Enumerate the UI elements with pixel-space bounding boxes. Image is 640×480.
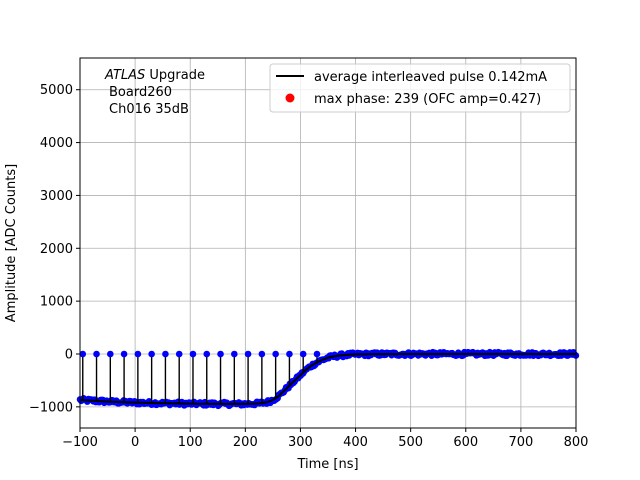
- annotation-atlas: ATLAS: [104, 68, 145, 83]
- y-tick-label: 5000: [40, 83, 73, 98]
- x-axis-label: Time [ns]: [296, 457, 358, 472]
- x-tick-label: 500: [398, 435, 423, 450]
- y-tick-label: 2000: [40, 242, 73, 257]
- ticks: −100 0 100 200 300 400 500 600 700 800−1000010002…: [29, 83, 588, 450]
- y-tick-label: 0: [65, 348, 73, 363]
- x-tick-label: 600: [453, 435, 478, 450]
- plot-area: [76, 348, 580, 410]
- plot-frame: [79, 57, 577, 429]
- annotation-channel: Ch016 35dB: [109, 102, 189, 117]
- spike-point: [120, 350, 128, 358]
- spike-point: [107, 350, 114, 358]
- spike-point: [93, 350, 100, 358]
- annotation-upgrade: Upgrade: [145, 68, 205, 83]
- x-tick-label: 0: [131, 435, 139, 450]
- x-tick-label: −100: [62, 435, 98, 450]
- spike-point: [299, 350, 307, 358]
- spike-point: [272, 350, 279, 358]
- x-tick-label: 800: [564, 435, 589, 450]
- spike-point: [258, 350, 266, 358]
- spike-point: [244, 350, 252, 358]
- spike-point: [148, 350, 155, 358]
- atlas-annotation: ATLAS Upgrade Board260 Ch016 35dB: [104, 68, 205, 117]
- y-tick-label: 4000: [40, 136, 73, 151]
- legend: average interleaved pulse 0.142mA max ph…: [269, 63, 571, 113]
- spike-point: [286, 350, 293, 358]
- y-tick-label: 1000: [40, 295, 73, 310]
- x-tick-label: 300: [288, 435, 313, 450]
- x-tick-label: 100: [178, 435, 203, 450]
- x-tick-label: 200: [233, 435, 258, 450]
- annotation-line1: ATLAS Upgrade: [104, 68, 205, 83]
- spike-point: [231, 350, 238, 358]
- x-tick-label: 400: [343, 435, 368, 450]
- zero-crossings: [79, 350, 321, 404]
- spike-point: [162, 350, 169, 358]
- y-axis-label: Amplitude [ADC Counts]: [4, 164, 19, 322]
- spike-point: [203, 350, 211, 358]
- spike-point: [313, 350, 321, 358]
- spike-point: [79, 350, 87, 358]
- legend-entry-max-phase: max phase: 239 (OFC amp=0.427): [314, 92, 541, 107]
- legend-box: [269, 63, 571, 113]
- spike-point: [217, 350, 224, 358]
- legend-entry-average: average interleaved pulse 0.142mA: [314, 70, 547, 85]
- annotation-board: Board260: [109, 85, 172, 100]
- spike-point: [189, 350, 197, 358]
- y-tick-label: 3000: [40, 189, 73, 204]
- x-tick-label: 700: [508, 435, 533, 450]
- y-tick-label: −1000: [29, 400, 73, 415]
- legend-dot-swatch: [285, 93, 295, 103]
- spike-point: [175, 350, 183, 358]
- average-pulse-line: [79, 352, 576, 405]
- spike-point: [134, 350, 142, 358]
